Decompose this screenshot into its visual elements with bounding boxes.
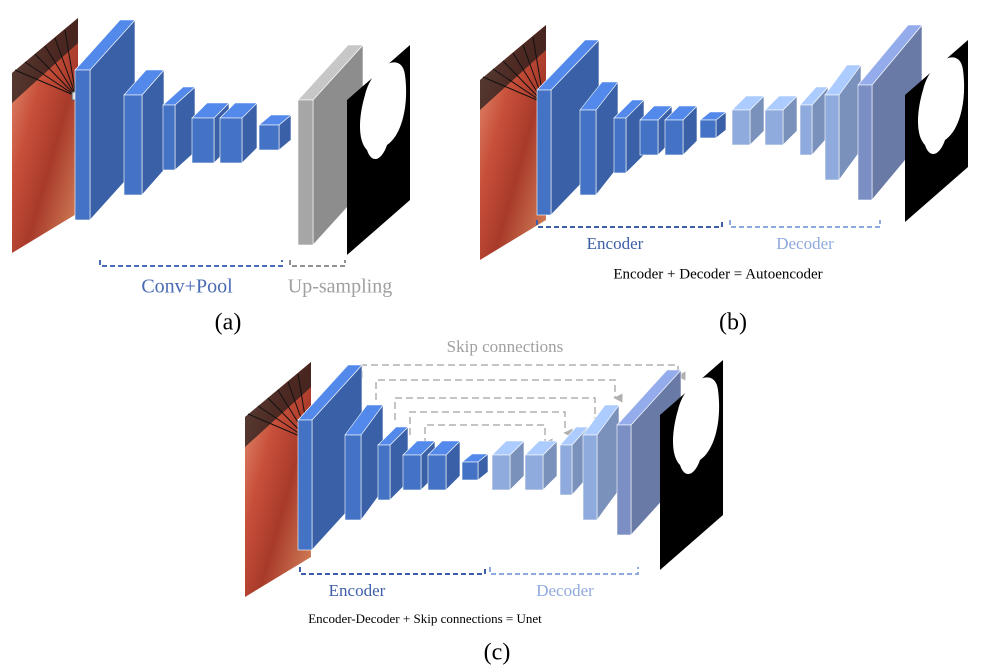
layer-front [220,118,242,163]
layer-front [298,100,313,245]
caption: Encoder-Decoder + Skip connections = Une… [308,611,542,626]
skip-connection [376,380,615,400]
layer-front [732,110,750,145]
bracket [290,260,345,266]
layer-front [614,118,626,173]
layer-front [800,105,812,155]
segment-label: Decoder [776,234,834,253]
layer-front [560,445,572,495]
figure: Conv+Pool Up-sampling (a) Encoder Decode… [0,0,995,670]
segment-label: Encoder [587,234,644,253]
layer-front [462,462,478,480]
skip-label: Skip connections [447,337,564,356]
segment-label: Encoder [329,581,386,600]
layer-front [537,90,551,215]
layer-front [583,435,597,520]
layer-front [525,455,543,490]
layer-front [378,445,390,500]
layer-front [259,125,279,150]
layer-front [858,85,872,200]
layer-front [665,120,683,155]
bracket [730,220,880,227]
bracket [300,567,485,574]
layer-front [124,95,142,195]
caption: Encoder + Decoder = Autoencoder [613,266,822,282]
skip-connection [410,412,565,435]
panel-label: (b) [719,310,747,336]
layer-front [75,70,90,220]
layers [12,18,968,597]
layer-front [345,435,361,520]
segment-label: Decoder [536,581,594,600]
bracket [537,220,722,227]
segment-label: Up-sampling [288,276,392,298]
bracket [100,260,282,266]
segment-label: Conv+Pool [141,276,233,298]
layer-front [700,120,716,138]
bracket [490,567,638,574]
panel-label: (a) [215,310,242,336]
layer-front [580,110,596,195]
layer-front [192,118,214,163]
layer-front [617,425,631,535]
layer-front [163,105,175,170]
skip-connection [362,365,678,378]
layer-front [428,455,446,490]
layer-front [403,455,421,490]
layer-front [825,95,839,180]
layer-front [492,455,510,490]
layer-front [640,120,658,155]
layer-front [765,110,783,145]
panel-label: (c) [484,640,511,666]
layer-front [298,420,312,550]
